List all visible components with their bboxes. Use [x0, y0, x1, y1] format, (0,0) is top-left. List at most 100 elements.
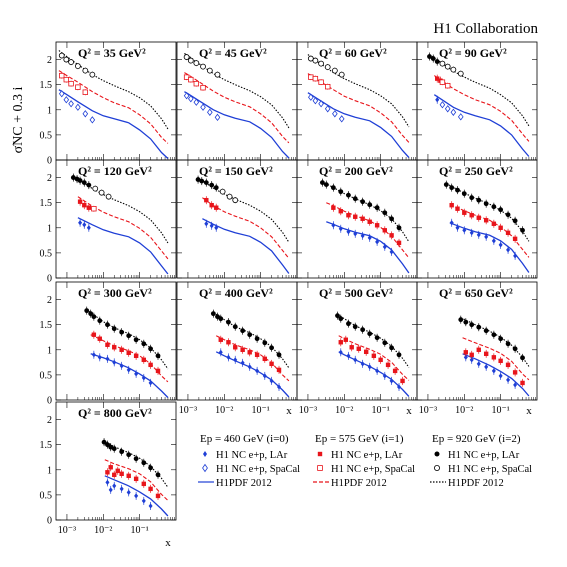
lar-point	[254, 336, 260, 342]
panel-800: 0 0.5 1 1.5 2 Q² = 800 GeV² 10⁻³ 10⁻² 10⁻¹ x	[40, 401, 177, 549]
theory-curve	[86, 309, 169, 370]
lar-point	[367, 202, 373, 208]
legend-item-label: H1PDF 2012	[448, 478, 504, 489]
lar-point	[360, 199, 366, 205]
panel-frame	[416, 159, 538, 279]
spacal-point	[214, 71, 221, 78]
lar-point	[141, 341, 147, 347]
lar-point	[91, 352, 96, 358]
y-tick-label: 2	[47, 55, 52, 66]
legend-item-label: H1 NC e+p, SpaCal	[216, 464, 300, 475]
panel-35: 0 0.5 1 1.5 2 Q² = 35 GeV²	[40, 41, 177, 167]
theory-curve	[213, 312, 290, 369]
lar-point	[335, 313, 340, 319]
lar-point	[195, 177, 201, 182]
lar-point	[346, 192, 351, 198]
lar-point	[111, 326, 117, 332]
lar-point	[155, 368, 161, 374]
y-tick-label: 2	[47, 295, 52, 306]
lar-point	[141, 460, 147, 466]
lar-point	[360, 361, 365, 367]
x-tick-label: 10⁻³	[58, 525, 76, 536]
lar-point	[203, 180, 209, 185]
panel-60: Q² = 60 GeV²	[296, 41, 418, 161]
spacal-point	[59, 72, 65, 79]
legend-item-label: H1PDF 2012	[331, 478, 387, 489]
x-tick-label: 10⁻²	[94, 525, 112, 536]
legend-lar-marker	[203, 451, 207, 457]
spacal-point	[219, 188, 226, 195]
lar-point	[78, 220, 83, 226]
lar-point	[126, 333, 132, 339]
lar-point	[498, 207, 504, 213]
lar-point	[435, 97, 440, 103]
panel-200: Q² = 200 GeV²	[296, 159, 418, 279]
lar-point	[396, 240, 402, 246]
spacal-point	[63, 96, 70, 104]
lar-point	[338, 226, 343, 232]
x-tick-label: 10⁻²	[455, 405, 473, 416]
spacal-point	[188, 76, 194, 83]
lar-point	[512, 370, 518, 375]
lar-point	[148, 486, 153, 492]
lar-point	[491, 332, 497, 338]
lar-point	[498, 358, 503, 364]
theory-curve	[338, 351, 410, 397]
lar-point	[218, 316, 224, 322]
lar-point	[262, 356, 267, 362]
lar-point	[213, 185, 219, 191]
legend-item-label: H1 NC e+p, LAr	[331, 450, 403, 461]
lar-point	[338, 349, 343, 355]
y-tick-label: 1	[47, 465, 52, 476]
panel-45: Q² = 45 GeV²	[176, 41, 298, 161]
lar-point	[367, 235, 372, 241]
lar-point	[82, 222, 87, 228]
lar-point	[226, 340, 231, 345]
panel-label: Q² = 300 GeV²	[78, 286, 152, 300]
lar-point	[469, 195, 475, 201]
legend-spacal-marker	[317, 465, 323, 471]
lar-point	[512, 236, 518, 242]
spacal-point	[200, 63, 206, 70]
lar-point	[367, 331, 373, 337]
lar-point	[469, 213, 474, 218]
y-tick-label: 2	[47, 173, 52, 184]
lar-point	[226, 319, 231, 325]
y-tick-label: 0.5	[40, 248, 53, 259]
lar-point	[119, 471, 124, 477]
lar-point	[330, 185, 336, 191]
lar-point	[346, 353, 351, 359]
legend-item-label: H1PDF 2012	[216, 478, 272, 489]
lar-point	[269, 361, 274, 367]
theory-curve	[462, 337, 530, 381]
spacal-point	[63, 76, 69, 83]
spacal-point	[457, 70, 464, 77]
lar-point	[463, 319, 469, 325]
lar-point	[81, 180, 87, 185]
spacal-point	[338, 115, 345, 123]
panel-label: Q² = 90 GeV²	[439, 46, 507, 60]
lar-point	[505, 341, 511, 347]
lar-point	[112, 483, 117, 489]
x-tick-label: 10⁻¹	[492, 405, 510, 416]
lar-point	[505, 230, 511, 236]
lar-point	[276, 352, 282, 358]
y-tick-label: 1.5	[40, 320, 53, 331]
collaboration-label: H1 Collaboration	[433, 21, 538, 37]
legend-spacal-marker	[202, 463, 208, 473]
lar-point	[449, 185, 455, 191]
spacal-point	[75, 103, 81, 111]
panel-frame	[55, 159, 177, 279]
theory-curve	[215, 335, 290, 382]
lar-point	[498, 373, 503, 379]
spacal-point	[312, 97, 319, 105]
lar-point	[134, 371, 139, 377]
lar-point	[320, 180, 325, 185]
lar-point	[506, 247, 511, 253]
panels-grid: 0 0.5 1 1.5 2 Q² = 35 GeV² Q² = 45 GeV² Q² = 60…	[40, 41, 538, 549]
lar-point	[469, 230, 474, 236]
panel-frame	[416, 281, 538, 401]
spacal-point	[308, 93, 314, 101]
x-axis-label: x	[165, 537, 171, 549]
